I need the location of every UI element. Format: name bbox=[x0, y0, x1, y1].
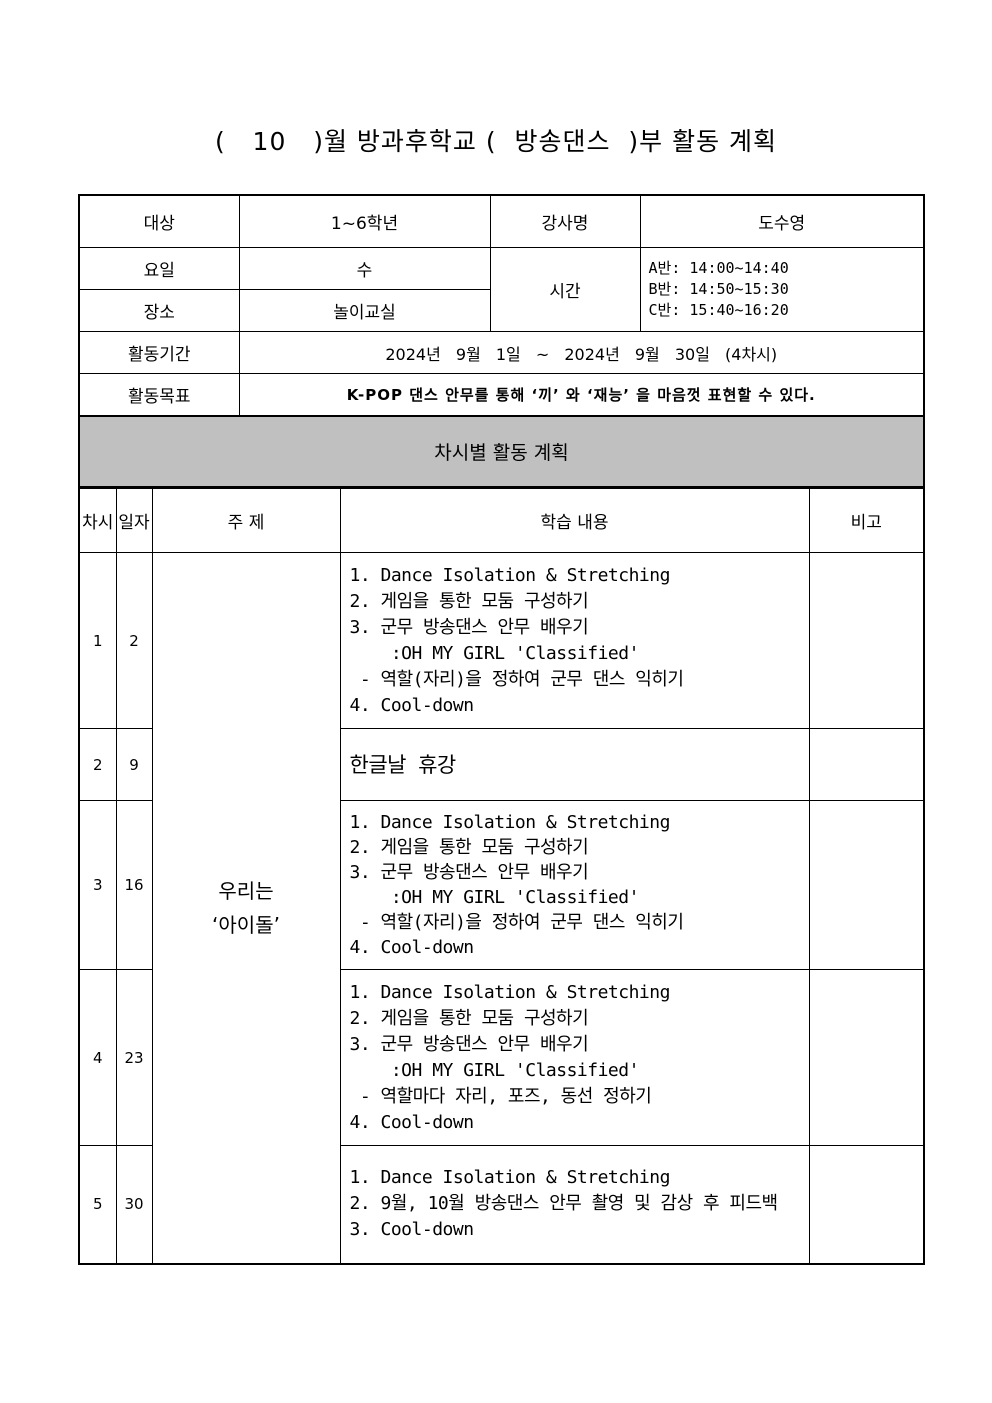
note-cell bbox=[808, 800, 925, 970]
content-line: :OH MY GIRL 'Classified' bbox=[349, 642, 640, 664]
content-line: 한글날 휴강 bbox=[349, 752, 457, 777]
content-line: 1. Dance Isolation & Stretching bbox=[349, 1167, 671, 1189]
header-date: 일자 bbox=[115, 487, 153, 553]
content-line: 2. 9월, 10월 방송댄스 안무 촬영 및 감상 후 피드백 bbox=[349, 1193, 779, 1215]
time-b: B반: 14:50~15:30 bbox=[648, 280, 789, 298]
period-label: 활동기간 bbox=[78, 331, 240, 374]
content-line: 1. Dance Isolation & Stretching bbox=[349, 564, 671, 586]
header-session: 차시 bbox=[78, 487, 117, 553]
content-line: 1. Dance Isolation & Stretching bbox=[349, 981, 671, 1003]
note-cell bbox=[808, 1145, 925, 1264]
content-line: 4. Cool-down bbox=[349, 937, 475, 958]
teacher-label: 강사명 bbox=[489, 194, 641, 248]
content-line: 2. 게임을 통한 모둠 구성하기 bbox=[349, 1007, 589, 1029]
day-value: 수 bbox=[238, 247, 491, 290]
content-line: - 역할(자리)을 정하여 군무 댄스 익히기 bbox=[349, 668, 684, 690]
session-cell: 5 bbox=[78, 1145, 117, 1264]
header-note: 비고 bbox=[808, 487, 925, 553]
content-line: 3. 군무 방송댄스 안무 배우기 bbox=[349, 616, 589, 638]
target-value: 1~6학년 bbox=[238, 194, 491, 248]
period-value: 2024년 9월 1일 ~ 2024년 9월 30일 (4차시) bbox=[238, 331, 925, 374]
content-line: 3. 군무 방송댄스 안무 배우기 bbox=[349, 862, 589, 883]
content-line: :OH MY GIRL 'Classified' bbox=[349, 887, 640, 908]
theme-line: 우리는 bbox=[218, 878, 274, 903]
table-row: 1 2 우리는 ‘아이돌’ 1. Dance Isolation & Stret… bbox=[78, 552, 925, 1264]
date-cell: 2 bbox=[115, 552, 153, 729]
goal-value: K-POP 댄스 안무를 통해 ‘끼’ 와 ‘재능’ 을 마음껏 표현할 수 있… bbox=[238, 373, 925, 417]
content-line: 2. 게임을 통한 모둠 구성하기 bbox=[349, 837, 589, 858]
teacher-value: 도수영 bbox=[639, 194, 925, 248]
theme-cell: 우리는 ‘아이돌’ bbox=[151, 552, 341, 1264]
date-cell: 30 bbox=[115, 1145, 153, 1264]
content-line: 1. Dance Isolation & Stretching bbox=[349, 812, 671, 833]
day-label: 요일 bbox=[78, 247, 240, 290]
content-cell: 1. Dance Isolation & Stretching 2. 게임을 통… bbox=[339, 969, 810, 1146]
content-line: 3. Cool-down bbox=[349, 1219, 475, 1241]
note-cell bbox=[808, 552, 925, 729]
time-value: A반: 14:00~14:40 B반: 14:50~15:30 C반: 15:4… bbox=[639, 247, 925, 332]
content-line: 2. 게임을 통한 모둠 구성하기 bbox=[349, 590, 589, 612]
session-cell: 3 bbox=[78, 800, 117, 970]
content-line: 3. 군무 방송댄스 안무 배우기 bbox=[349, 1033, 589, 1055]
date-cell: 9 bbox=[115, 728, 153, 801]
info-table: 대상 1~6학년 강사명 도수영 요일 수 시간 A반: 14:00~14:40… bbox=[78, 194, 925, 488]
content-line: :OH MY GIRL 'Classified' bbox=[349, 1059, 640, 1081]
note-cell bbox=[808, 728, 925, 801]
content-line: 4. Cool-down bbox=[349, 694, 475, 716]
schedule-table: 차시 일자 주 제 학습 내용 비고 1 2 우리는 ‘아이돌’ 1. Danc… bbox=[78, 486, 925, 1265]
content-cell: 1. Dance Isolation & Stretching 2. 게임을 통… bbox=[339, 800, 810, 970]
place-value: 놀이교실 bbox=[238, 289, 491, 332]
content-line: - 역할(자리)을 정하여 군무 댄스 익히기 bbox=[349, 912, 684, 933]
content-line: 4. Cool-down bbox=[349, 1111, 475, 1133]
content-cell: 1. Dance Isolation & Stretching 2. 게임을 통… bbox=[339, 552, 810, 729]
theme-line: ‘아이돌’ bbox=[212, 912, 280, 937]
session-cell: 4 bbox=[78, 969, 117, 1146]
header-theme: 주 제 bbox=[151, 487, 341, 553]
target-label: 대상 bbox=[78, 194, 240, 248]
section-title: 차시별 활동 계획 bbox=[78, 415, 925, 488]
time-label: 시간 bbox=[489, 247, 641, 332]
table-row: 5 30 1. Dance Isolation & Stretching 2. … bbox=[78, 1145, 925, 1264]
place-label: 장소 bbox=[78, 289, 240, 332]
session-cell: 2 bbox=[78, 728, 117, 801]
date-cell: 23 bbox=[115, 969, 153, 1146]
note-cell bbox=[808, 969, 925, 1146]
header-content: 학습 내용 bbox=[339, 487, 810, 553]
table-row: 3 16 1. Dance Isolation & Stretching 2. … bbox=[78, 800, 925, 970]
content-cell: 한글날 휴강 bbox=[339, 728, 810, 801]
time-a: A반: 14:00~14:40 bbox=[648, 259, 789, 277]
page-title: ( 10 )월 방과후학교 ( 방송댄스 )부 활동 계획 bbox=[214, 127, 778, 156]
time-c: C반: 15:40~16:20 bbox=[648, 301, 789, 319]
content-line: - 역할마다 자리, 포즈, 동선 정하기 bbox=[349, 1085, 652, 1107]
content-cell: 1. Dance Isolation & Stretching 2. 9월, 1… bbox=[339, 1145, 810, 1264]
goal-label: 활동목표 bbox=[78, 373, 240, 417]
table-row: 4 23 1. Dance Isolation & Stretching 2. … bbox=[78, 969, 925, 1146]
session-cell: 1 bbox=[78, 552, 117, 729]
date-cell: 16 bbox=[115, 800, 153, 970]
